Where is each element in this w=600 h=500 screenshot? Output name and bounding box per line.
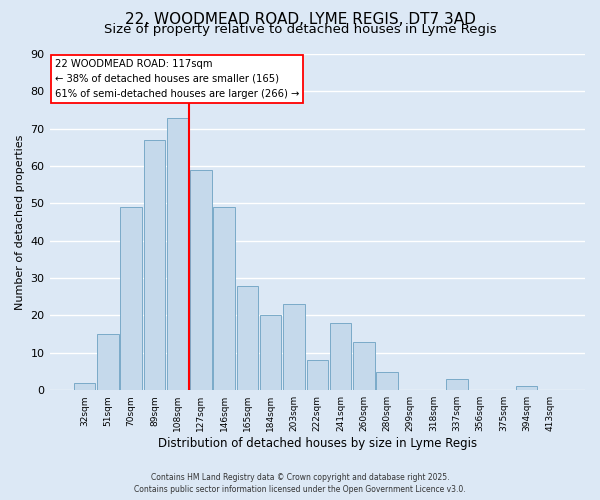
X-axis label: Distribution of detached houses by size in Lyme Regis: Distribution of detached houses by size … bbox=[158, 437, 477, 450]
Bar bbox=[353, 342, 374, 390]
Bar bbox=[237, 286, 258, 390]
Bar bbox=[307, 360, 328, 390]
Bar bbox=[121, 207, 142, 390]
Bar bbox=[516, 386, 538, 390]
Bar bbox=[376, 372, 398, 390]
Y-axis label: Number of detached properties: Number of detached properties bbox=[15, 134, 25, 310]
Bar bbox=[97, 334, 119, 390]
Bar bbox=[260, 316, 281, 390]
Bar bbox=[446, 379, 467, 390]
Bar bbox=[143, 140, 165, 390]
Text: 22, WOODMEAD ROAD, LYME REGIS, DT7 3AD: 22, WOODMEAD ROAD, LYME REGIS, DT7 3AD bbox=[125, 12, 475, 28]
Bar bbox=[283, 304, 305, 390]
Bar bbox=[330, 323, 351, 390]
Bar bbox=[190, 170, 212, 390]
Text: Size of property relative to detached houses in Lyme Regis: Size of property relative to detached ho… bbox=[104, 24, 496, 36]
Bar bbox=[214, 207, 235, 390]
Text: 22 WOODMEAD ROAD: 117sqm
← 38% of detached houses are smaller (165)
61% of semi-: 22 WOODMEAD ROAD: 117sqm ← 38% of detach… bbox=[55, 59, 299, 98]
Bar bbox=[167, 118, 188, 390]
Bar bbox=[74, 382, 95, 390]
Text: Contains HM Land Registry data © Crown copyright and database right 2025.
Contai: Contains HM Land Registry data © Crown c… bbox=[134, 472, 466, 494]
